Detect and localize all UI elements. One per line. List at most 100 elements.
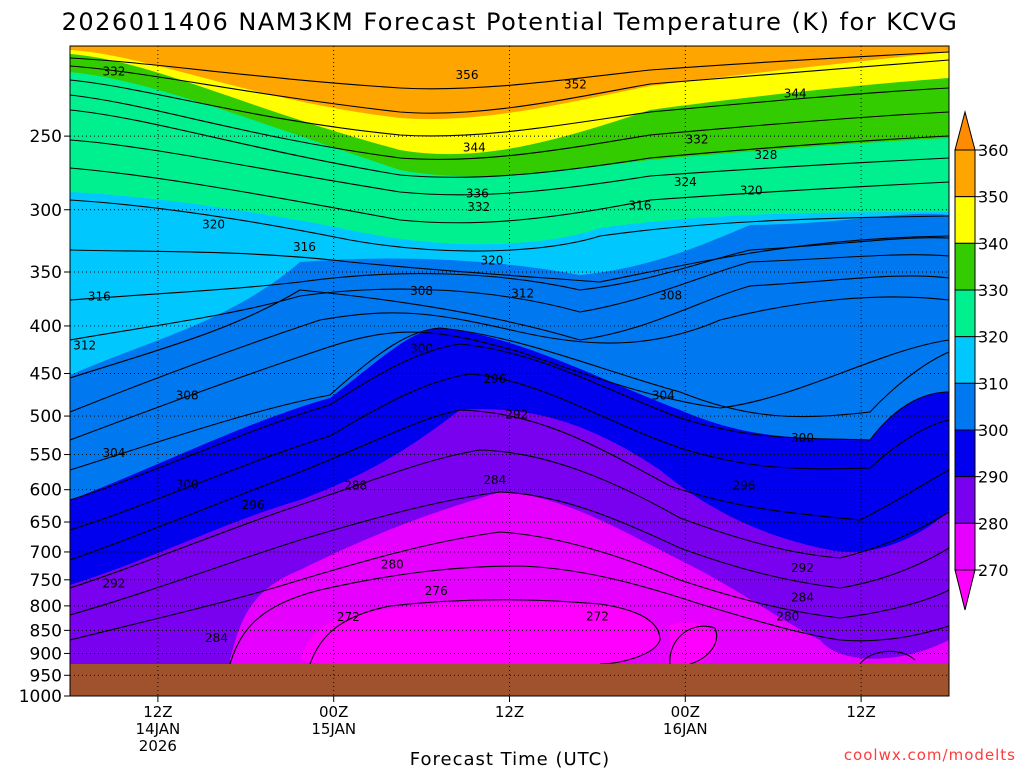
colorbar-tick-label: 300 [978,421,1009,440]
y-tick-label: 800 [30,597,62,617]
contour-line [70,491,949,616]
y-axis-pressure: 250 300 350 400 450 500 550 600 650 700 750 800 850 9… [19,127,70,707]
contour-value-label: 308 [659,289,682,303]
contour-value-label: 272 [586,609,609,623]
contour-value-label: 292 [791,561,814,575]
contour-value-label: 316 [293,240,316,254]
colorbar-tick-label: 320 [978,328,1009,347]
y-tick-label: 850 [30,621,62,641]
colorbar-segment [954,242,976,291]
y-tick-label: 450 [30,365,62,385]
colorbar-upper-extension [954,110,976,151]
contour-value-label: 292 [505,407,528,421]
chart-title: 2026011406 NAM3KM Forecast Potential Tem… [62,8,959,36]
contour-value-label: 284 [205,631,228,645]
colorbar-tick-label: 360 [978,141,1009,160]
contour-line [70,167,949,224]
contour-value-label: 300 [791,431,814,445]
contour-value-label: 296 [242,498,265,512]
contour-line [70,109,949,178]
contour-line [229,565,949,665]
colorbar-tick-label: 330 [978,281,1009,300]
x-tick-label: 12Z [495,703,524,721]
contour-value-label: 356 [456,68,479,82]
contour-line [70,327,949,471]
y-tick-label: 300 [30,201,62,221]
contour-value-label: 344 [784,87,807,101]
contour-line [859,650,916,665]
contour-value-label: 328 [754,148,777,162]
colorbar-segment [954,149,976,198]
credit-text: coolwx.com/modelts [844,746,1016,764]
contour-line [70,94,949,160]
contour-value-label: 300 [410,342,433,356]
contour-line [70,531,949,641]
colorbar-segment [954,336,976,384]
contour-line [70,409,949,561]
colorbar-segment [954,289,976,338]
colorbar-segment [954,382,976,431]
colorbar-segment [954,522,976,571]
contour-value-label: 324 [674,175,697,189]
contour-value-label: 312 [511,286,534,300]
contour-value-label: 288 [344,479,367,493]
contour-value-label: 332 [102,64,125,78]
contour-value-label: 352 [564,77,587,91]
y-tick-label: 550 [30,446,62,466]
x-axis-title: Forecast Time (UTC) [410,749,610,768]
contour-value-label: 332 [686,132,709,146]
contour-line [70,373,949,531]
x-tick-label: 00Z [671,703,700,721]
contour-line [70,79,949,137]
y-tick-label: 1000 [19,687,62,707]
x-tick-label: 2026 [139,737,177,755]
contour-value-label: 280 [776,609,799,623]
x-tick-label: 00Z [319,703,348,721]
contour-value-label: 296 [483,372,506,386]
potential-temperature-field [70,46,949,696]
x-tick-label: 14JAN [136,720,181,738]
contour-line [70,275,949,379]
band-below-270 [300,601,660,666]
y-tick-label: 400 [30,317,62,337]
colorbar-segment [954,429,976,478]
colorbar-segment [954,476,976,524]
contour-line [70,235,949,283]
contour-line [669,625,718,665]
plot-frame [69,45,950,697]
ground-terrain [70,664,949,696]
contour-value-label: 344 [463,140,486,154]
contour-value-label: 308 [410,284,433,298]
colorbar: 360 350 340 330 320 310 300 290 280 270 [954,110,1009,611]
contour-line [70,296,949,413]
contour-value-label: 296 [732,479,755,493]
colorbar-tick-label: 280 [978,514,1009,533]
y-tick-label: 700 [30,543,62,563]
contour-line [70,139,949,196]
contour-line [70,237,949,301]
colorbar-segment [954,196,976,244]
y-tick-label: 650 [30,513,62,533]
contour-line [70,254,949,341]
x-tick-label: 12Z [846,703,875,721]
contour-value-label: 304 [652,388,675,402]
contour-line [309,599,661,665]
colorbar-lower-extension [954,569,976,611]
contour-value-label: 284 [791,591,814,605]
contour-line [70,331,949,441]
y-tick-label: 750 [30,571,62,591]
contour-line [70,343,949,501]
y-tick-label: 350 [30,263,62,283]
y-tick-label: 950 [30,666,62,686]
x-tick-label: 16JAN [663,720,708,738]
contour-value-label: 332 [467,200,490,214]
contour-value-label: 320 [480,253,503,267]
y-tick-label: 900 [30,644,62,664]
contour-line [70,59,949,114]
y-tick-label: 250 [30,127,62,147]
contour-value-label: 284 [483,473,506,487]
contour-line [70,51,949,90]
contour-value-label: 320 [740,183,763,197]
